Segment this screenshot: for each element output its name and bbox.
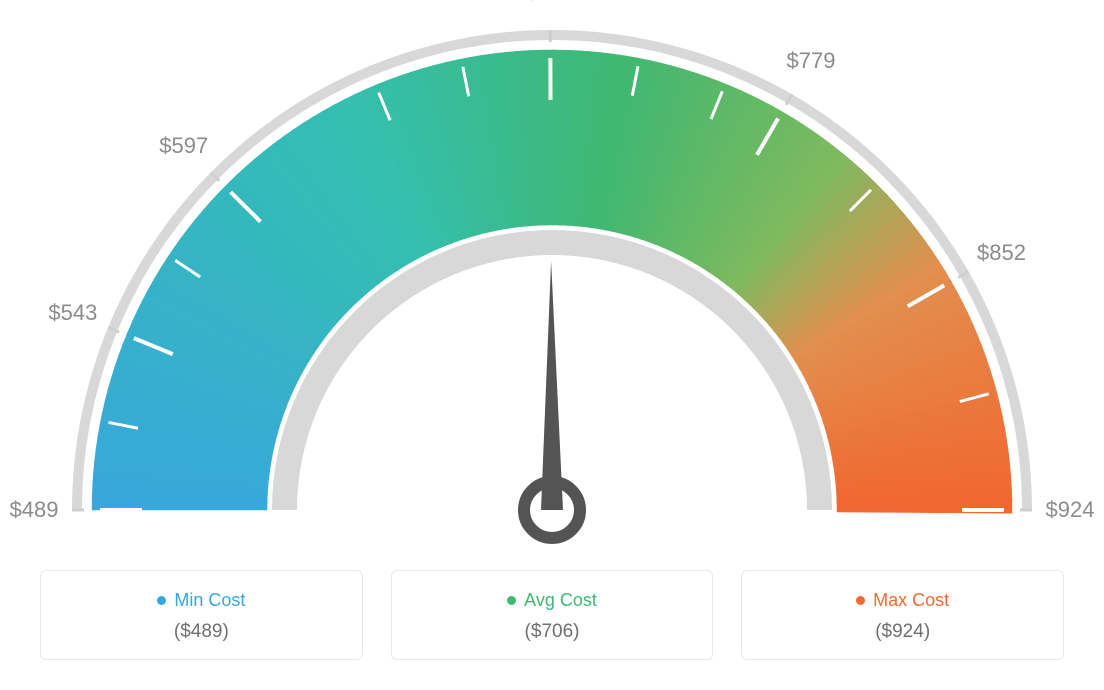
tick-label: $924 xyxy=(1046,497,1095,523)
legend-label: Max Cost xyxy=(873,590,949,610)
tick-label: $597 xyxy=(159,133,208,159)
legend-label: Min Cost xyxy=(174,590,245,610)
legend-value: ($924) xyxy=(752,621,1053,643)
legend-dot-icon xyxy=(157,596,166,605)
tick-label: $706 xyxy=(526,0,575,5)
tick-label: $852 xyxy=(977,240,1026,266)
tick-label: $489 xyxy=(10,497,59,523)
chart-container: $489 $543 $597 $706 $779 $852 $924 Min Cost ($4… xyxy=(0,0,1104,690)
legend-top: Max Cost xyxy=(752,589,1053,611)
min-cost-card: Min Cost ($489) xyxy=(40,570,363,660)
legend-dot-icon xyxy=(856,596,865,605)
avg-cost-card: Avg Cost ($706) xyxy=(391,570,714,660)
legend-label: Avg Cost xyxy=(524,590,597,610)
tick-label: $779 xyxy=(787,48,836,74)
tick-label: $543 xyxy=(48,300,97,326)
gauge-area: $489 $543 $597 $706 $779 $852 $924 xyxy=(0,0,1104,560)
legend-value: ($489) xyxy=(51,621,352,643)
gauge-svg xyxy=(0,0,1104,560)
max-cost-card: Max Cost ($924) xyxy=(741,570,1064,660)
legend-top: Avg Cost xyxy=(402,589,703,611)
legend-value: ($706) xyxy=(402,621,703,643)
legend-dot-icon xyxy=(507,596,516,605)
legend-row: Min Cost ($489) Avg Cost ($706) Max Cost ($92… xyxy=(40,570,1064,660)
needle xyxy=(524,261,580,538)
legend-top: Min Cost xyxy=(51,589,352,611)
